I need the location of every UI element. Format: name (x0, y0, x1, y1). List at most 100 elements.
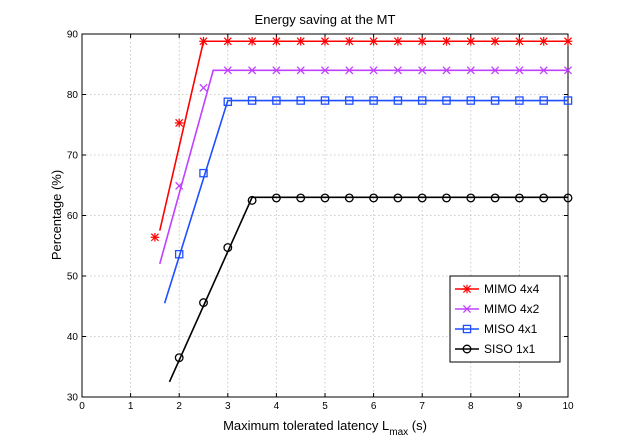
data-point (442, 96, 451, 105)
data-point (442, 66, 451, 75)
y-tick-label: 50 (67, 272, 79, 283)
x-tick-label: 10 (562, 401, 574, 412)
marker-stroke (223, 66, 232, 75)
x-tick-label: 6 (371, 401, 377, 412)
y-tick-label: 30 (67, 393, 79, 404)
data-point (539, 66, 548, 75)
marker-stroke (462, 304, 472, 314)
y-tick-label: 80 (67, 90, 79, 101)
data-point (563, 193, 573, 203)
data-point (515, 36, 524, 46)
marker-stroke (418, 66, 427, 75)
data-point (442, 193, 451, 203)
marker-stroke (296, 66, 305, 75)
series-mimo-4x4 (150, 36, 573, 242)
x-tick-label: 9 (517, 401, 523, 412)
y-tick-label: 60 (67, 211, 79, 222)
x-axis-label-unit: (s) (408, 418, 427, 433)
marker-stroke (199, 83, 208, 92)
x-tick-label: 4 (274, 401, 280, 412)
data-point (417, 36, 427, 46)
data-point (296, 96, 305, 105)
marker-stroke (491, 66, 500, 75)
y-tick-label: 90 (67, 30, 79, 41)
data-point (174, 353, 184, 363)
data-point (539, 96, 548, 105)
legend: MIMO 4x4 MIMO 4x2 MISO 4x1 SISO 1x1 (449, 275, 561, 363)
data-point (247, 195, 257, 205)
legend-label: MIMO 4x2 (484, 302, 540, 316)
marker-stroke (393, 66, 402, 75)
data-point (320, 96, 330, 105)
data-point (199, 168, 208, 178)
data-point (490, 36, 500, 46)
x-tick-label: 5 (322, 401, 328, 412)
marker-stroke (320, 66, 330, 75)
data-point (320, 66, 330, 75)
legend-marker (462, 324, 472, 334)
x-tick-label: 0 (79, 401, 85, 412)
data-point (272, 36, 281, 46)
data-point (563, 96, 573, 105)
marker-stroke (515, 66, 524, 75)
data-point (320, 36, 330, 46)
data-point (490, 193, 500, 203)
data-point (296, 36, 306, 46)
data-point (150, 232, 160, 242)
grid (82, 34, 568, 397)
marker-stroke (272, 66, 281, 75)
series-mimo-4x2 (158, 66, 573, 265)
marker-stroke (369, 66, 378, 75)
y-tick-label: 70 (67, 151, 79, 162)
data-point (174, 249, 184, 259)
data-point (223, 36, 233, 46)
y-tick-label: 40 (67, 332, 79, 343)
data-point (466, 193, 476, 203)
data-point (418, 66, 427, 75)
data-point (466, 66, 475, 75)
data-point (223, 243, 233, 253)
data-point (174, 118, 184, 128)
data-point (369, 96, 378, 105)
x-tick-label: 3 (225, 401, 231, 412)
data-point (369, 193, 379, 203)
series-siso-1x1 (168, 193, 573, 383)
data-point (539, 36, 549, 46)
legend-entry: MIMO 4x4 (455, 282, 540, 296)
data-point (417, 193, 427, 203)
axis-ticks: 0 1 2 3 4 5 6 7 8 9 10 30 40 50 60 70 80 90 (67, 30, 574, 413)
x-tick-label: 1 (128, 401, 134, 412)
data-point (539, 193, 549, 203)
data-point (199, 83, 208, 92)
legend-label: SISO 1x1 (484, 342, 536, 356)
legend-marker (462, 284, 472, 294)
legend-label: MIMO 4x4 (484, 282, 540, 296)
data-point (344, 193, 354, 203)
data-point (442, 36, 451, 46)
data-point (223, 97, 233, 107)
data-point (393, 193, 403, 203)
x-axis-label-subscript: max (389, 427, 408, 438)
data-point (563, 36, 573, 46)
legend-marker (462, 344, 472, 354)
x-tick-label: 8 (468, 401, 474, 412)
series-layer (150, 36, 573, 383)
series-line (158, 69, 568, 265)
data-point (369, 36, 378, 46)
marker-stroke (563, 66, 573, 75)
data-point (491, 66, 500, 75)
marker-stroke (539, 66, 548, 75)
data-point (345, 66, 354, 75)
legend-entry: SISO 1x1 (455, 342, 536, 356)
y-axis-label: Percentage (%) (49, 170, 64, 260)
marker-stroke (175, 181, 184, 190)
legend-marker (462, 304, 472, 314)
data-point (272, 66, 281, 75)
data-point (345, 96, 354, 105)
data-point (466, 96, 476, 105)
data-point (393, 36, 403, 46)
data-point (247, 36, 257, 46)
data-point (417, 96, 427, 105)
legend-entry: MIMO 4x2 (455, 302, 540, 316)
